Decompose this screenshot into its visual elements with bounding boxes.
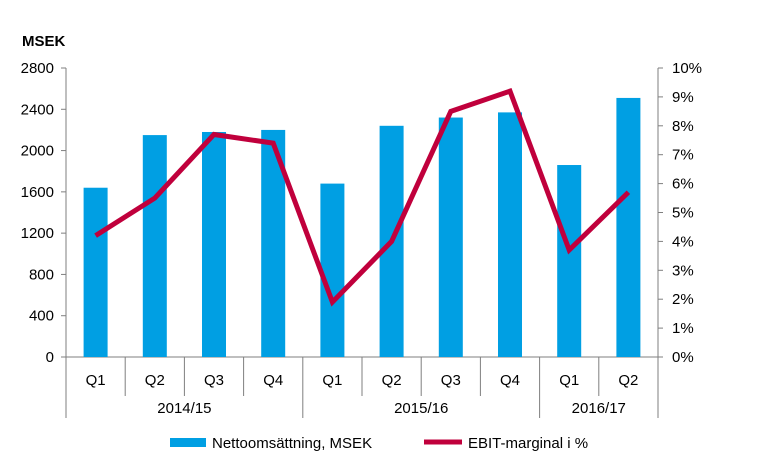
x-tick-label: Q2 <box>145 372 165 389</box>
y-right-tick-label: 6% <box>672 176 694 193</box>
y-left-unit-label: MSEK <box>22 33 66 50</box>
line-series <box>94 87 631 307</box>
y-left-tick-label: 1600 <box>21 184 54 201</box>
x-tick-label: Q1 <box>322 372 342 389</box>
x-group-label: 2016/17 <box>572 400 626 417</box>
y-left-tick-label: 2800 <box>21 60 54 77</box>
y-right-tick-label: 5% <box>672 205 694 222</box>
y-left-tick-label: 1200 <box>21 225 54 242</box>
bar-series <box>83 97 641 358</box>
y-right-tick-label: 10% <box>672 60 702 77</box>
y-left-tick-label: 400 <box>29 308 54 325</box>
revenue-bar <box>557 165 582 357</box>
revenue-bar <box>498 112 522 357</box>
legend-swatch-revenue <box>170 438 206 447</box>
x-tick-label: Q2 <box>618 372 638 389</box>
x-tick-label: Q4 <box>500 372 520 389</box>
y-right-tick-label: 7% <box>672 147 694 164</box>
x-group-label: 2015/16 <box>394 400 448 417</box>
revenue-bar <box>142 135 167 357</box>
x-tick-label: Q1 <box>559 372 579 389</box>
revenue-bar <box>438 117 463 358</box>
y-right-tick-label: 4% <box>672 233 694 250</box>
y-right-tick-label: 9% <box>672 89 694 106</box>
revenue-bar <box>202 131 226 357</box>
y-left-tick-label: 2000 <box>21 143 54 160</box>
y-left-tick-label: 0 <box>46 349 54 366</box>
y-right-tick-label: 1% <box>672 320 694 337</box>
y-right-tick-label: 3% <box>672 262 694 279</box>
x-tick-label: Q1 <box>86 372 106 389</box>
revenue-bar <box>616 97 641 358</box>
y-left-tick-label: 2400 <box>21 101 54 118</box>
y-right-tick-label: 8% <box>672 118 694 135</box>
y-right-tick-label: 0% <box>672 349 694 366</box>
ebit-margin-line <box>94 87 631 307</box>
revenue-bar <box>83 187 108 357</box>
y-left-tick-label: 800 <box>29 266 54 283</box>
y-right-tick-label: 2% <box>672 291 694 308</box>
chart-axes: 0 400 800 1200 1600 2000 2400 2800 0% 1% 2% 3% 4% 5% 6… <box>21 60 702 366</box>
legend-label-revenue: Nettoomsättning, MSEK <box>212 435 372 452</box>
legend: Nettoomsättning, MSEK EBIT-marginal i % <box>170 435 588 452</box>
x-tick-label: Q2 <box>382 372 402 389</box>
x-tick-label: Q4 <box>263 372 283 389</box>
x-axis-labels: Q1 Q2 Q3 Q4 Q1 Q2 Q3 Q4 Q1 Q2 2014/15 2015/16 2016/1… <box>65 357 659 418</box>
revenue-bar <box>320 183 345 357</box>
legend-label-ebit: EBIT-marginal i % <box>468 435 588 452</box>
x-group-label: 2014/15 <box>157 400 211 417</box>
x-tick-label: Q3 <box>204 372 224 389</box>
x-tick-label: Q3 <box>441 372 461 389</box>
